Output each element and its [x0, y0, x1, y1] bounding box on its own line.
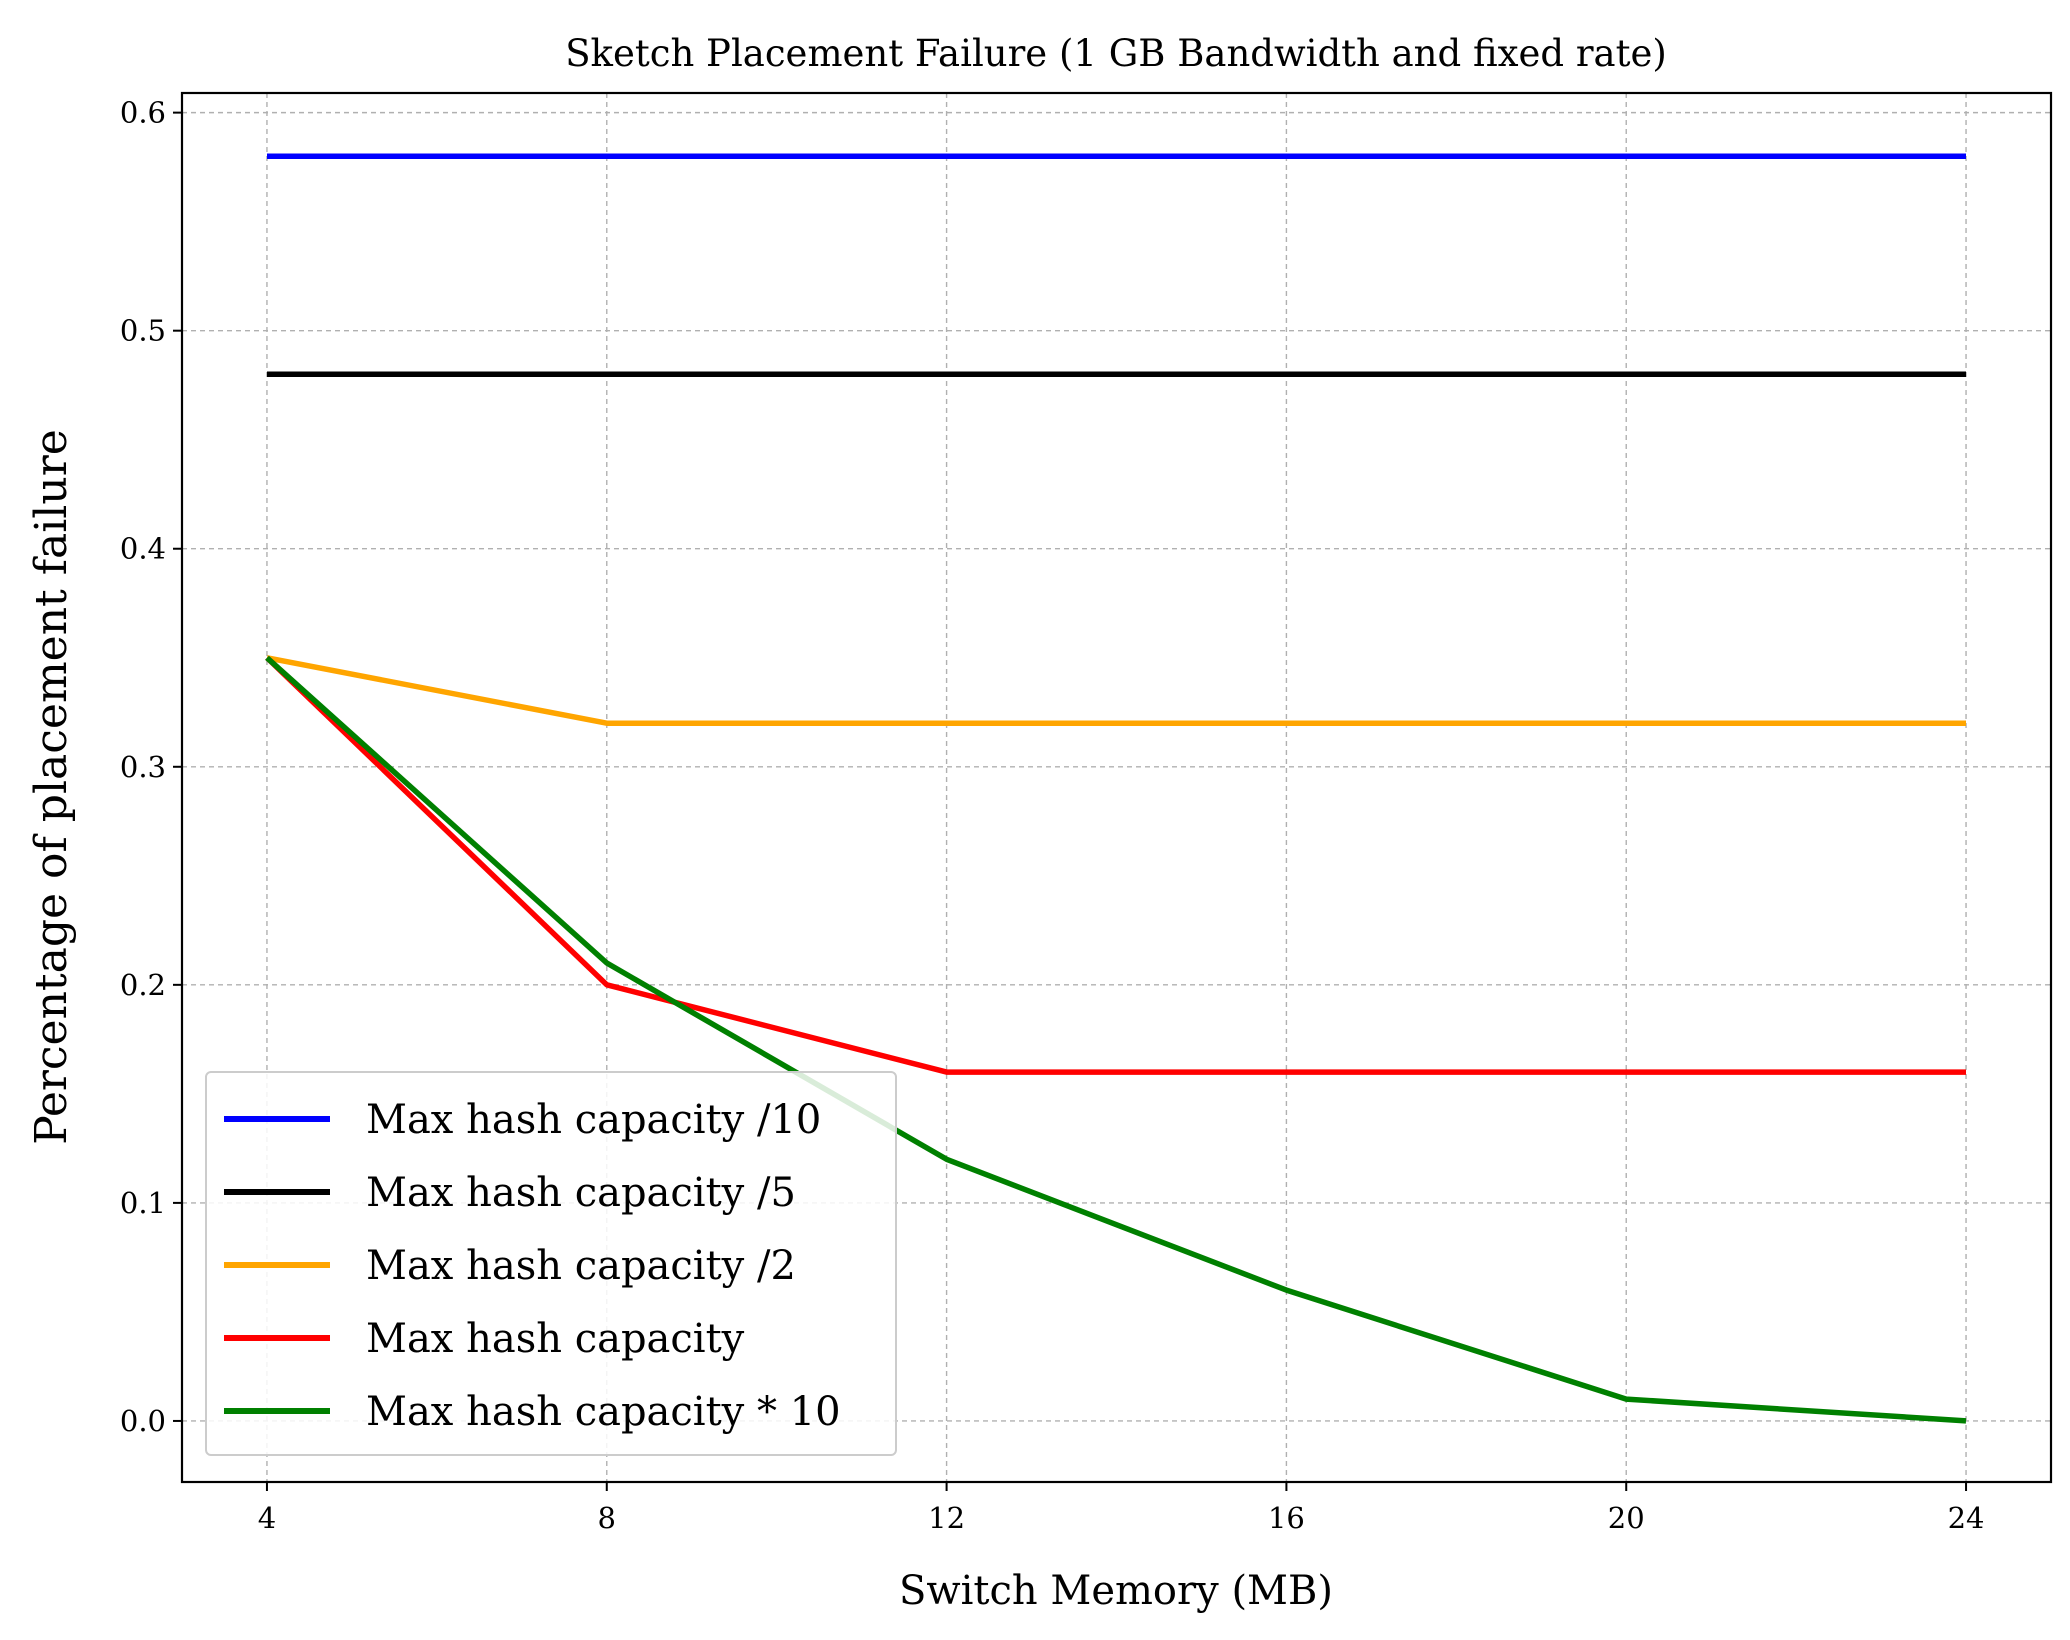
legend-label: Max hash capacity * 10 [366, 1389, 841, 1435]
x-tick-label: 20 [1608, 1501, 1645, 1535]
series-line-3 [266, 655, 1966, 726]
legend-frame [205, 1071, 897, 1456]
y-tick-label: 0.1 [120, 1186, 166, 1220]
y-tick-label: 0.6 [120, 96, 166, 130]
legend: Max hash capacity /10 Max hash capacity /… [205, 1071, 897, 1456]
x-tick-label: 4 [258, 1501, 276, 1535]
x-tick-label: 16 [1268, 1501, 1305, 1535]
axes-frame [180, 91, 2053, 1484]
series-line-5 [265, 655, 1967, 1424]
y-tick-label: 0.3 [120, 750, 166, 784]
series-line-4 [265, 655, 1966, 1075]
legend-label: Max hash capacity [366, 1316, 745, 1362]
y-tick-label: 0.0 [120, 1404, 166, 1438]
x-tick-label: 12 [928, 1501, 965, 1535]
plot-area [265, 153, 1967, 1424]
chart-title: Sketch Placement Failure (1 GB Bandwidth… [565, 32, 1667, 75]
y-tick-label: 0.5 [120, 314, 166, 348]
grid [182, 93, 2051, 1482]
y-tick-label: 0.2 [120, 968, 166, 1002]
x-tick-label: 24 [1948, 1501, 1985, 1535]
legend-label: Max hash capacity /2 [366, 1243, 796, 1289]
legend-label: Max hash capacity /5 [366, 1170, 796, 1216]
x-axis-label: Switch Memory (MB) [899, 1568, 1333, 1614]
y-tick-label: 0.4 [120, 532, 166, 566]
x-tick-label: 8 [598, 1501, 616, 1535]
legend-label: Max hash capacity /10 [366, 1097, 821, 1143]
y-axis-label: Percentage of placement failure [26, 429, 77, 1145]
axis-ticks: 4 8 12 16 20 24 0.0 0.1 0.2 0.3 0.4 0.5 0.6 [120, 96, 1985, 1535]
